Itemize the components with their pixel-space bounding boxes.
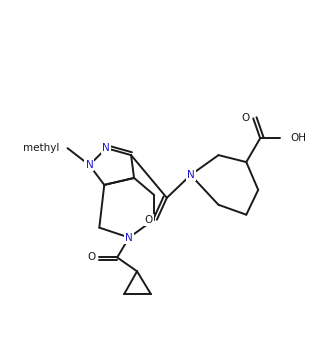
Text: N: N <box>125 233 133 243</box>
Text: methyl: methyl <box>23 143 60 153</box>
Text: O: O <box>145 215 153 225</box>
Text: N: N <box>102 143 110 153</box>
Text: O: O <box>87 253 95 262</box>
Text: N: N <box>187 170 195 180</box>
Text: N: N <box>86 160 93 170</box>
Text: OH: OH <box>290 133 306 143</box>
Text: O: O <box>241 113 249 124</box>
